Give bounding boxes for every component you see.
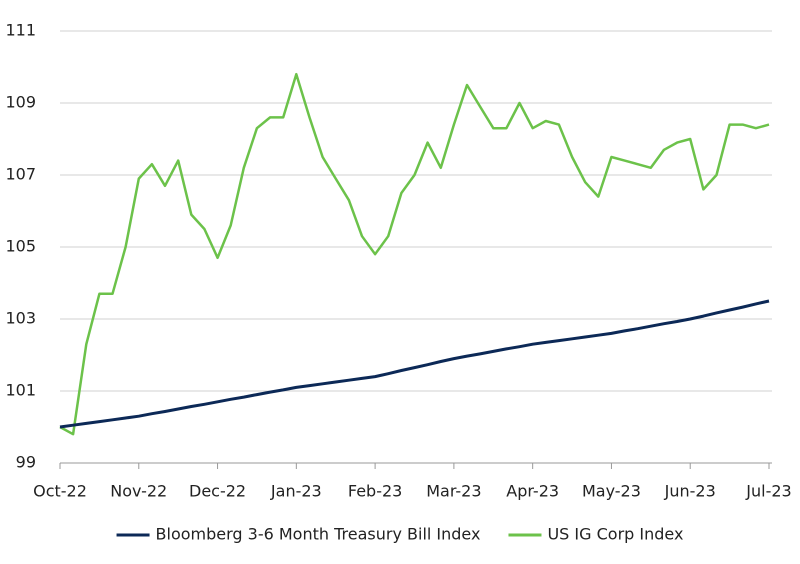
series-line bbox=[59, 72, 770, 436]
y-tick-label: 99 bbox=[16, 453, 36, 472]
x-tick-label: Feb-23 bbox=[348, 482, 402, 501]
x-tick-label: Jun-23 bbox=[664, 482, 716, 501]
series-line bbox=[59, 299, 770, 429]
x-tick-label: Mar-23 bbox=[426, 482, 481, 501]
y-tick-label: 107 bbox=[5, 165, 36, 184]
legend-label: US IG Corp Index bbox=[547, 525, 683, 544]
y-tick-label: 109 bbox=[5, 93, 36, 112]
x-tick-label: May-23 bbox=[582, 482, 641, 501]
y-tick-label: 103 bbox=[5, 309, 36, 328]
x-tick-label: Apr-23 bbox=[506, 482, 559, 501]
y-tick-label: 105 bbox=[5, 237, 36, 256]
x-tick-label: Nov-22 bbox=[110, 482, 167, 501]
legend-label: Bloomberg 3-6 Month Treasury Bill Index bbox=[156, 525, 481, 544]
x-tick-label: Jan-23 bbox=[270, 482, 322, 501]
x-tick-label: Jul-23 bbox=[745, 482, 791, 501]
y-tick-label: 111 bbox=[5, 21, 36, 40]
x-tick-label: Oct-22 bbox=[33, 482, 87, 501]
y-tick-label: 101 bbox=[5, 381, 36, 400]
x-tick-label: Dec-22 bbox=[189, 482, 246, 501]
